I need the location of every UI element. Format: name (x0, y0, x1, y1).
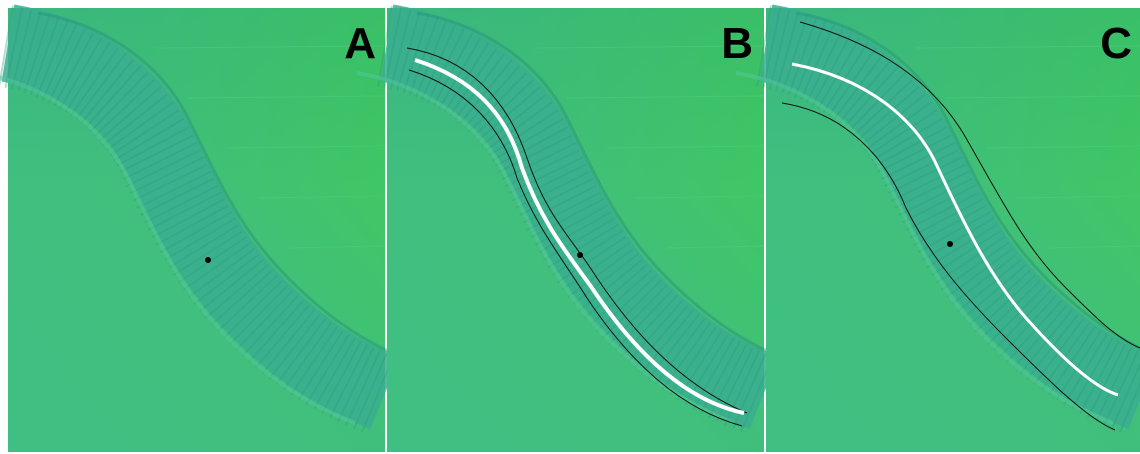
point (947, 241, 953, 247)
panel-label: C (1100, 19, 1132, 68)
panel-label: B (721, 19, 753, 68)
panel-label: A (344, 19, 376, 68)
page: A B C (() => { const data = JSON.parse(d… (0, 0, 1140, 454)
panel-c: C (736, 8, 1140, 452)
panel-b: B (357, 8, 794, 452)
point (577, 252, 583, 258)
point (205, 257, 211, 263)
figure: A B C (0, 0, 1140, 454)
panel-a: A (0, 8, 415, 452)
